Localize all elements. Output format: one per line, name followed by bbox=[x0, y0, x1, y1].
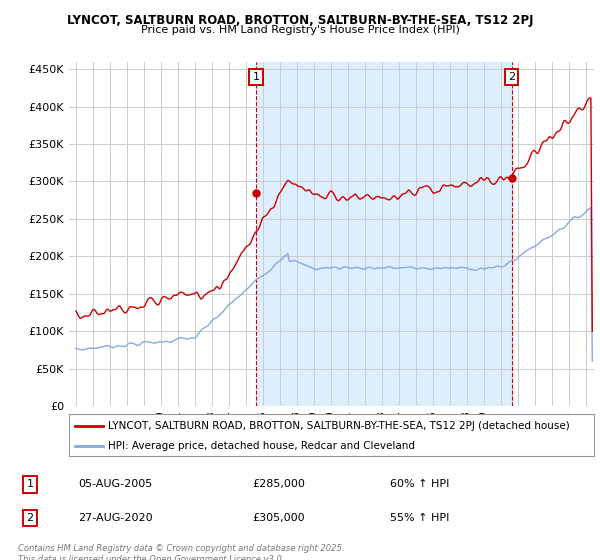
Text: 27-AUG-2020: 27-AUG-2020 bbox=[78, 513, 152, 523]
Text: 05-AUG-2005: 05-AUG-2005 bbox=[78, 479, 152, 489]
Text: Price paid vs. HM Land Registry's House Price Index (HPI): Price paid vs. HM Land Registry's House … bbox=[140, 25, 460, 35]
Text: 2: 2 bbox=[26, 513, 34, 523]
Text: 60% ↑ HPI: 60% ↑ HPI bbox=[390, 479, 449, 489]
Text: LYNCOT, SALTBURN ROAD, BROTTON, SALTBURN-BY-THE-SEA, TS12 2PJ (detached house): LYNCOT, SALTBURN ROAD, BROTTON, SALTBURN… bbox=[109, 421, 570, 431]
Text: 1: 1 bbox=[26, 479, 34, 489]
Text: HPI: Average price, detached house, Redcar and Cleveland: HPI: Average price, detached house, Redc… bbox=[109, 441, 415, 451]
Bar bbox=[256, 62, 512, 406]
Text: 1: 1 bbox=[253, 72, 259, 82]
Text: 55% ↑ HPI: 55% ↑ HPI bbox=[390, 513, 449, 523]
Text: Contains HM Land Registry data © Crown copyright and database right 2025.
This d: Contains HM Land Registry data © Crown c… bbox=[18, 544, 344, 560]
Text: LYNCOT, SALTBURN ROAD, BROTTON, SALTBURN-BY-THE-SEA, TS12 2PJ: LYNCOT, SALTBURN ROAD, BROTTON, SALTBURN… bbox=[67, 14, 533, 27]
Text: 2: 2 bbox=[508, 72, 515, 82]
Text: £285,000: £285,000 bbox=[252, 479, 305, 489]
Text: £305,000: £305,000 bbox=[252, 513, 305, 523]
